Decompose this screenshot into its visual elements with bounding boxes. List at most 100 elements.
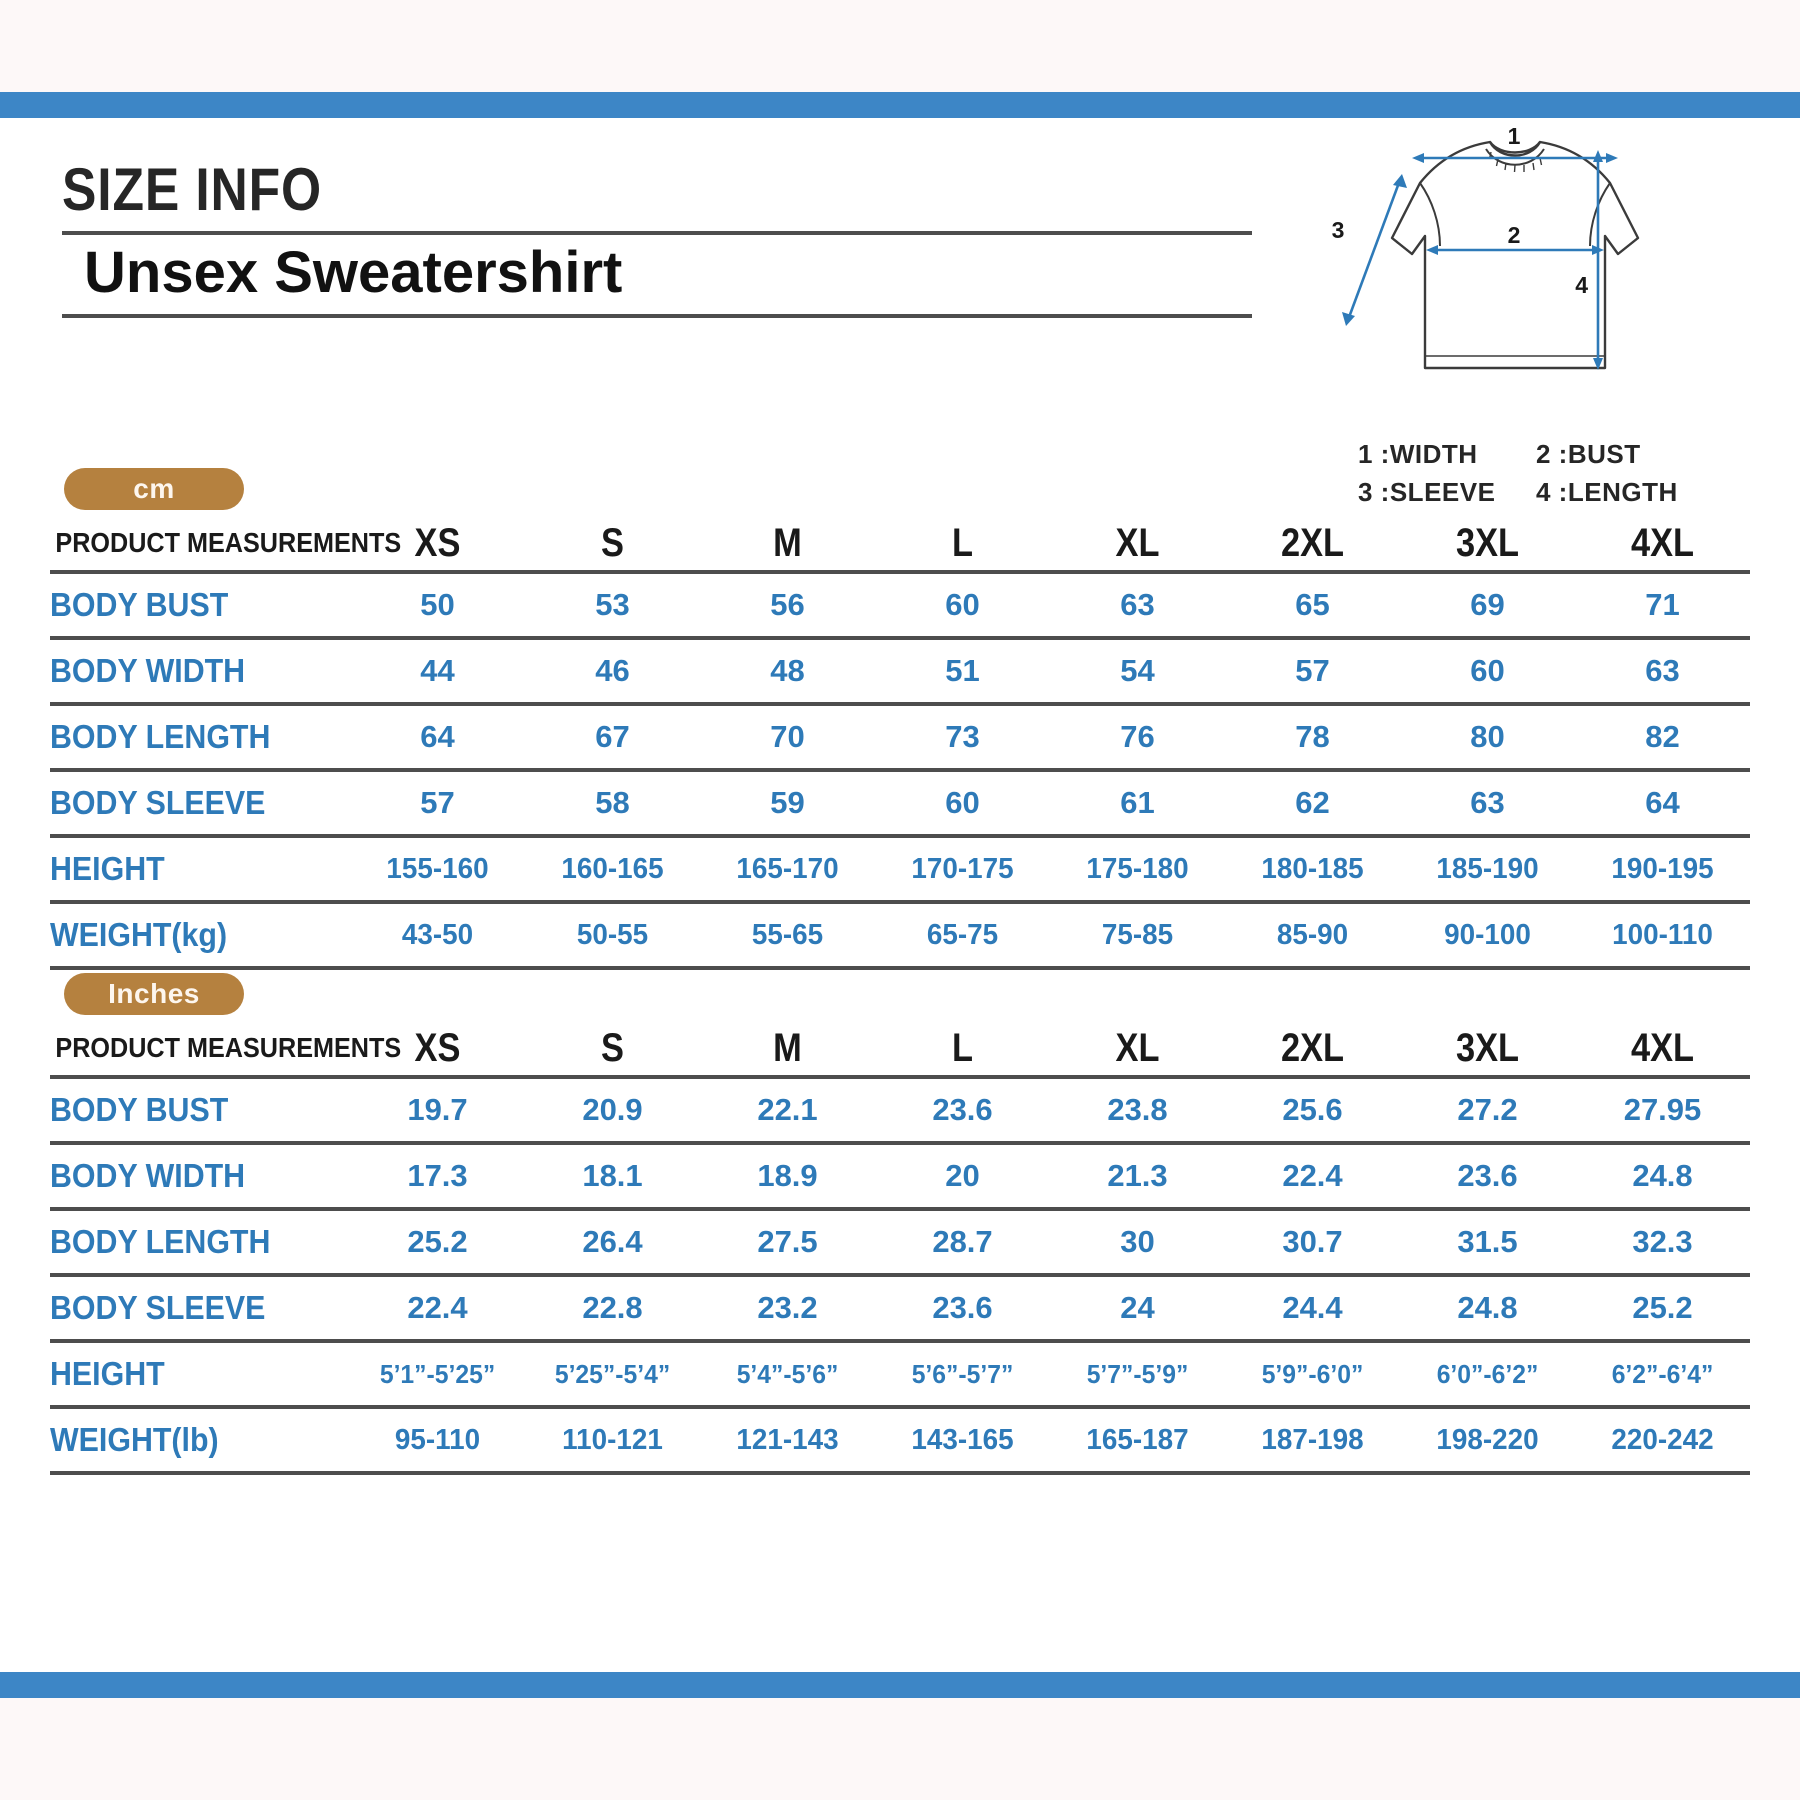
- cell: 24.4: [1282, 1290, 1343, 1325]
- marker-4: 4: [1575, 272, 1588, 298]
- cell: 67: [595, 719, 630, 754]
- page-title: SIZE INFO: [62, 156, 323, 223]
- row-label-height: HEIGHT: [50, 850, 165, 887]
- header-product-measurements: PRODUCT MEASUREMENTS: [55, 527, 402, 558]
- cell: 90-100: [1444, 918, 1531, 951]
- table-body-inches: BODY BUST 19.7 20.9 22.1 23.6 23.8 25.6 …: [50, 1077, 1750, 1473]
- cell: 26.4: [582, 1224, 643, 1259]
- cell: 23.2: [757, 1290, 818, 1325]
- header-size-4xl: 4XL: [1630, 1025, 1695, 1070]
- cell: 160-165: [561, 852, 664, 885]
- cell: 32.3: [1632, 1224, 1693, 1259]
- table-row: BODY BUST 19.7 20.9 22.1 23.6 23.8 25.6 …: [50, 1077, 1750, 1143]
- cell: 65-75: [926, 918, 999, 951]
- header-product-measurements: PRODUCT MEASUREMENTS: [55, 1032, 402, 1063]
- cell: 43-50: [401, 918, 474, 951]
- cell: 5’1”-5’25”: [379, 1358, 496, 1389]
- unit-badge-inches: Inches: [64, 973, 244, 1015]
- header-size-l: L: [951, 1025, 974, 1070]
- cell: 27.5: [757, 1224, 818, 1259]
- cell: 185-190: [1436, 852, 1539, 885]
- cell: 23.6: [932, 1092, 993, 1127]
- cell: 30.7: [1282, 1224, 1343, 1259]
- header-size-xs: XS: [414, 520, 461, 565]
- cell: 25.2: [1632, 1290, 1693, 1325]
- cell: 64: [420, 719, 455, 754]
- bottom-accent-bar: [0, 1672, 1800, 1698]
- cell: 198-220: [1436, 1423, 1539, 1456]
- cell: 23.6: [932, 1290, 993, 1325]
- cell: 170-175: [911, 852, 1014, 885]
- cell: 57: [420, 785, 455, 820]
- table-body-cm: BODY BUST 50 53 56 60 63 65 69 71 BODY W…: [50, 572, 1750, 968]
- sweatshirt-illustration: 1 2 3 4: [1332, 123, 1640, 370]
- header-size-3xl: 3XL: [1455, 520, 1520, 565]
- cell: 20.9: [582, 1092, 643, 1127]
- cell: 62: [1295, 785, 1330, 820]
- cell: 155-160: [386, 852, 489, 885]
- cell: 27.2: [1457, 1092, 1518, 1127]
- table-row: WEIGHT(kg) 43-50 50-55 55-65 65-75 75-85…: [50, 902, 1750, 968]
- cell: 190-195: [1611, 852, 1714, 885]
- table-row: HEIGHT 5’1”-5’25” 5’25”-5’4” 5’4”-5’6” 5…: [50, 1341, 1750, 1407]
- cell: 17.3: [407, 1158, 468, 1193]
- cell: 6’0”-6’2”: [1436, 1358, 1539, 1389]
- cell: 69: [1470, 587, 1505, 622]
- row-label-body-sleeve: BODY SLEEVE: [50, 1289, 266, 1326]
- cell: 55-65: [751, 918, 824, 951]
- cell: 21.3: [1107, 1158, 1168, 1193]
- cell: 23.6: [1457, 1158, 1518, 1193]
- product-name: Unsex Sweatershirt: [84, 240, 623, 305]
- row-label-body-sleeve: BODY SLEEVE: [50, 784, 266, 821]
- cell: 61: [1120, 785, 1155, 820]
- cell: 5’9”-6’0”: [1261, 1358, 1364, 1389]
- cell: 110-121: [562, 1423, 663, 1456]
- cell: 5’25”-5’4”: [554, 1358, 671, 1389]
- header-size-xl: XL: [1115, 1025, 1160, 1070]
- header-size-s: S: [601, 520, 624, 565]
- marker-1: 1: [1508, 128, 1521, 149]
- diagram-legend: 1 :WIDTH 2 :BUST 3 :SLEEVE 4 :LENGTH: [1358, 436, 1758, 511]
- cell: 63: [1645, 653, 1680, 688]
- marker-3: 3: [1332, 217, 1345, 243]
- cell: 65: [1295, 587, 1330, 622]
- size-table-cm: PRODUCT MEASUREMENTS XS S M L XL 2XL 3XL…: [50, 516, 1750, 970]
- table-header-row-inches: PRODUCT MEASUREMENTS XS S M L XL 2XL 3XL…: [50, 1021, 1750, 1077]
- table-row: BODY SLEEVE 22.4 22.8 23.2 23.6 24 24.4 …: [50, 1275, 1750, 1341]
- cell: 175-180: [1086, 852, 1189, 885]
- table-row: WEIGHT(lb) 95-110 110-121 121-143 143-16…: [50, 1407, 1750, 1473]
- cell: 24: [1120, 1290, 1155, 1325]
- cell: 59: [770, 785, 805, 820]
- cell: 63: [1470, 785, 1505, 820]
- cell: 22.8: [582, 1290, 643, 1325]
- cell: 19.7: [407, 1092, 468, 1127]
- legend-item-sleeve: 3 :SLEEVE: [1358, 476, 1496, 507]
- cell: 54: [1120, 653, 1155, 688]
- table-row: HEIGHT 155-160 160-165 165-170 170-175 1…: [50, 836, 1750, 902]
- cell: 95-110: [394, 1423, 481, 1456]
- cell: 46: [595, 653, 630, 688]
- cell: 80: [1470, 719, 1505, 754]
- cell: 24.8: [1632, 1158, 1693, 1193]
- cell: 64: [1645, 785, 1680, 820]
- cell: 57: [1295, 653, 1330, 688]
- header-size-m: M: [773, 1025, 802, 1070]
- table-header-row-cm: PRODUCT MEASUREMENTS XS S M L XL 2XL 3XL…: [50, 516, 1750, 572]
- table-row: BODY BUST 50 53 56 60 63 65 69 71: [50, 572, 1750, 638]
- row-label-body-bust: BODY BUST: [50, 1091, 229, 1128]
- cell: 25.6: [1282, 1092, 1343, 1127]
- header-size-3xl: 3XL: [1455, 1025, 1520, 1070]
- chart-content: SIZE INFO Unsex Sweatershirt: [0, 118, 1800, 1672]
- cell: 30: [1120, 1224, 1155, 1259]
- header-size-2xl: 2XL: [1280, 520, 1345, 565]
- cell: 78: [1295, 719, 1330, 754]
- cell: 165-187: [1086, 1423, 1189, 1456]
- cell: 48: [770, 653, 805, 688]
- legend-item-length: 4 :LENGTH: [1536, 476, 1678, 507]
- header-block: SIZE INFO Unsex Sweatershirt: [62, 158, 1252, 318]
- cell: 50: [420, 587, 455, 622]
- cell: 18.9: [757, 1158, 818, 1193]
- row-label-weight-kg: WEIGHT(kg): [50, 916, 228, 953]
- table-row: BODY WIDTH 44 46 48 51 54 57 60 63: [50, 638, 1750, 704]
